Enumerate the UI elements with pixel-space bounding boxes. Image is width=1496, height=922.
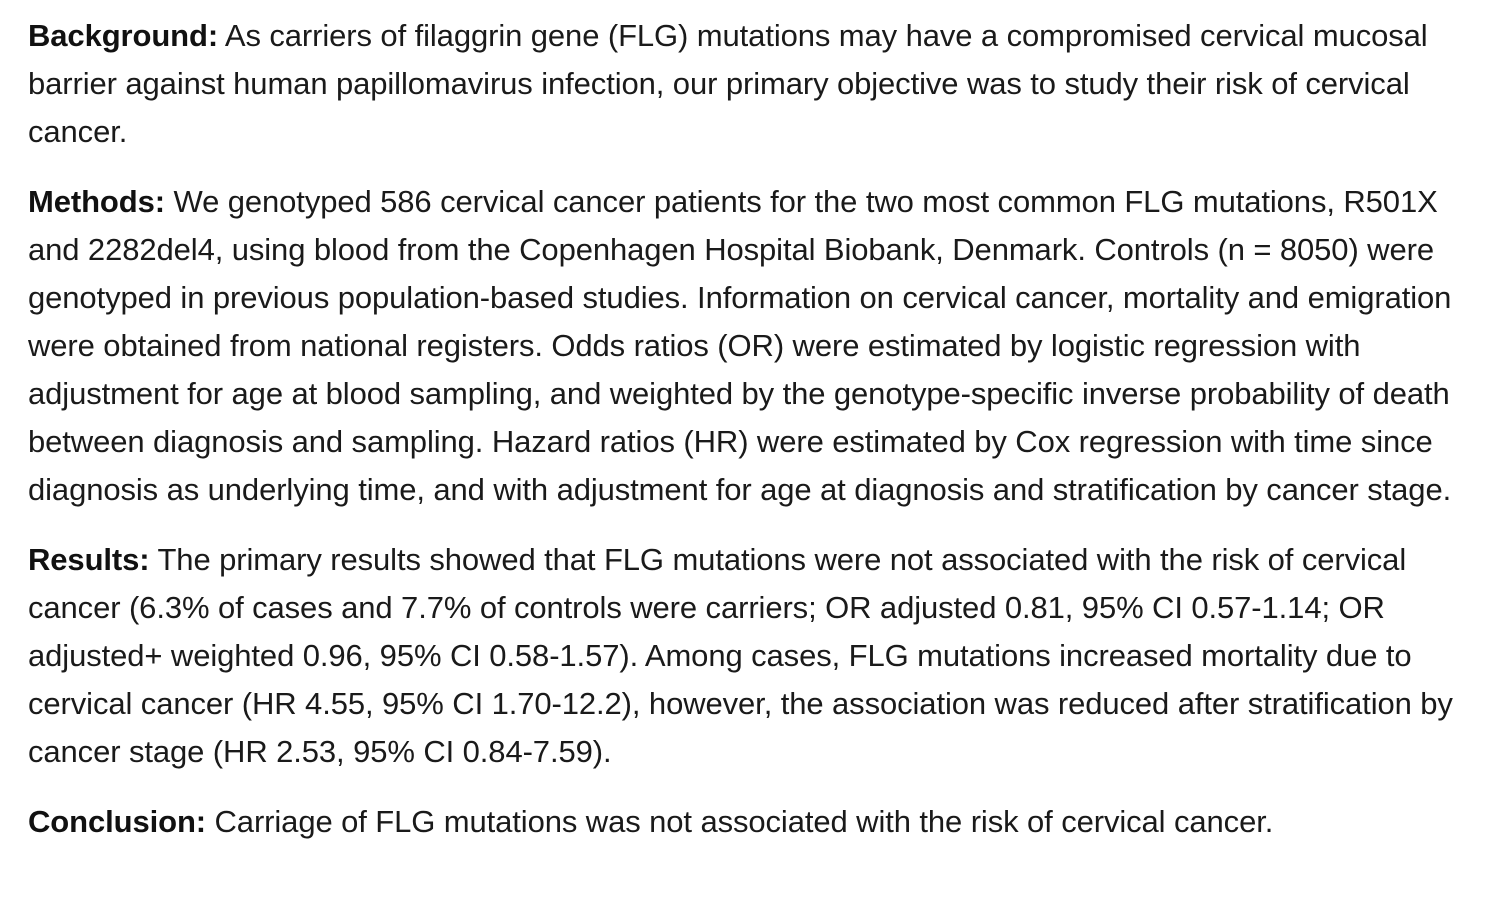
methods-text: We genotyped 586 cervical cancer patient… (28, 184, 1452, 507)
results-section: Results: The primary results showed that… (28, 536, 1478, 776)
background-label: Background: (28, 18, 219, 53)
conclusion-label: Conclusion: (28, 804, 206, 839)
background-section: Background: As carriers of filaggrin gen… (28, 12, 1478, 156)
results-text: The primary results showed that FLG muta… (28, 542, 1453, 769)
methods-label: Methods: (28, 184, 165, 219)
conclusion-text: Carriage of FLG mutations was not associ… (214, 804, 1274, 839)
results-label: Results: (28, 542, 150, 577)
conclusion-section: Conclusion: Carriage of FLG mutations wa… (28, 798, 1478, 846)
methods-section: Methods: We genotyped 586 cervical cance… (28, 178, 1478, 514)
background-text: As carriers of filaggrin gene (FLG) muta… (28, 18, 1428, 149)
abstract: Background: As carriers of filaggrin gen… (28, 12, 1478, 868)
